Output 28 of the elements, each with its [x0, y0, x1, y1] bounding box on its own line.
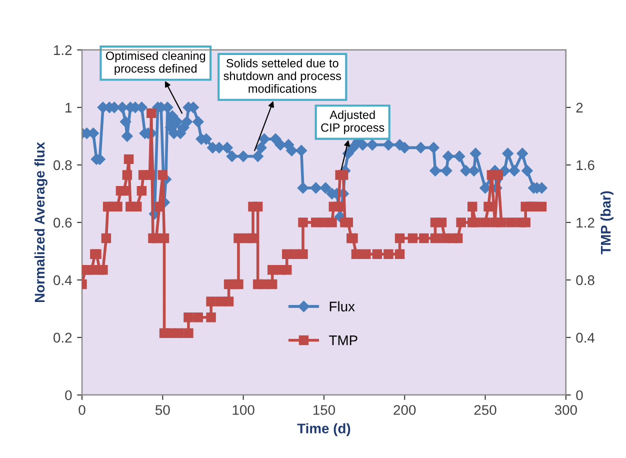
- legend-label: Flux: [330, 301, 355, 312]
- y-axis-title: Normalized Average flux: [34, 142, 48, 302]
- legend-label: TMP: [329, 336, 358, 346]
- y-tick-label: 0.2: [54, 332, 72, 343]
- y-tick-label: 0.8: [54, 160, 72, 170]
- y2-axis-title: TMP (bar): [600, 191, 614, 254]
- x-tick-label: 150: [313, 405, 335, 415]
- y-tick-label: 1.2: [54, 45, 72, 55]
- x-tick-label: 100: [232, 405, 254, 415]
- y2-tick-label: 1.2: [576, 218, 594, 228]
- annotation: Adjusted CIP process: [321, 110, 384, 134]
- y2-tick-label: 0.8: [576, 275, 594, 286]
- x-tick-label: 0: [78, 405, 86, 415]
- x-tick-label: 300: [554, 405, 577, 415]
- y2-tick-label: 1.6: [576, 160, 594, 170]
- x-tick-label: 200: [394, 405, 416, 415]
- annotation: Optimised cleaning process defined: [106, 51, 206, 76]
- y-tick-label: 0: [65, 390, 72, 400]
- y-tick-label: 0.4: [54, 275, 72, 286]
- x-axis-title: Time (d): [297, 423, 350, 436]
- x-tick-label: 50: [155, 405, 170, 415]
- y2-tick-label: 0.4: [576, 332, 595, 343]
- x-tick-label: 250: [474, 405, 496, 415]
- y2-tick-label: 2: [576, 102, 583, 112]
- y2-tick-label: 0: [576, 390, 583, 400]
- y-tick-label: 1: [66, 102, 72, 112]
- y-tick-label: 0.6: [54, 218, 72, 228]
- annotation: Solids setteled due to shutdown and process modifications: [224, 58, 342, 93]
